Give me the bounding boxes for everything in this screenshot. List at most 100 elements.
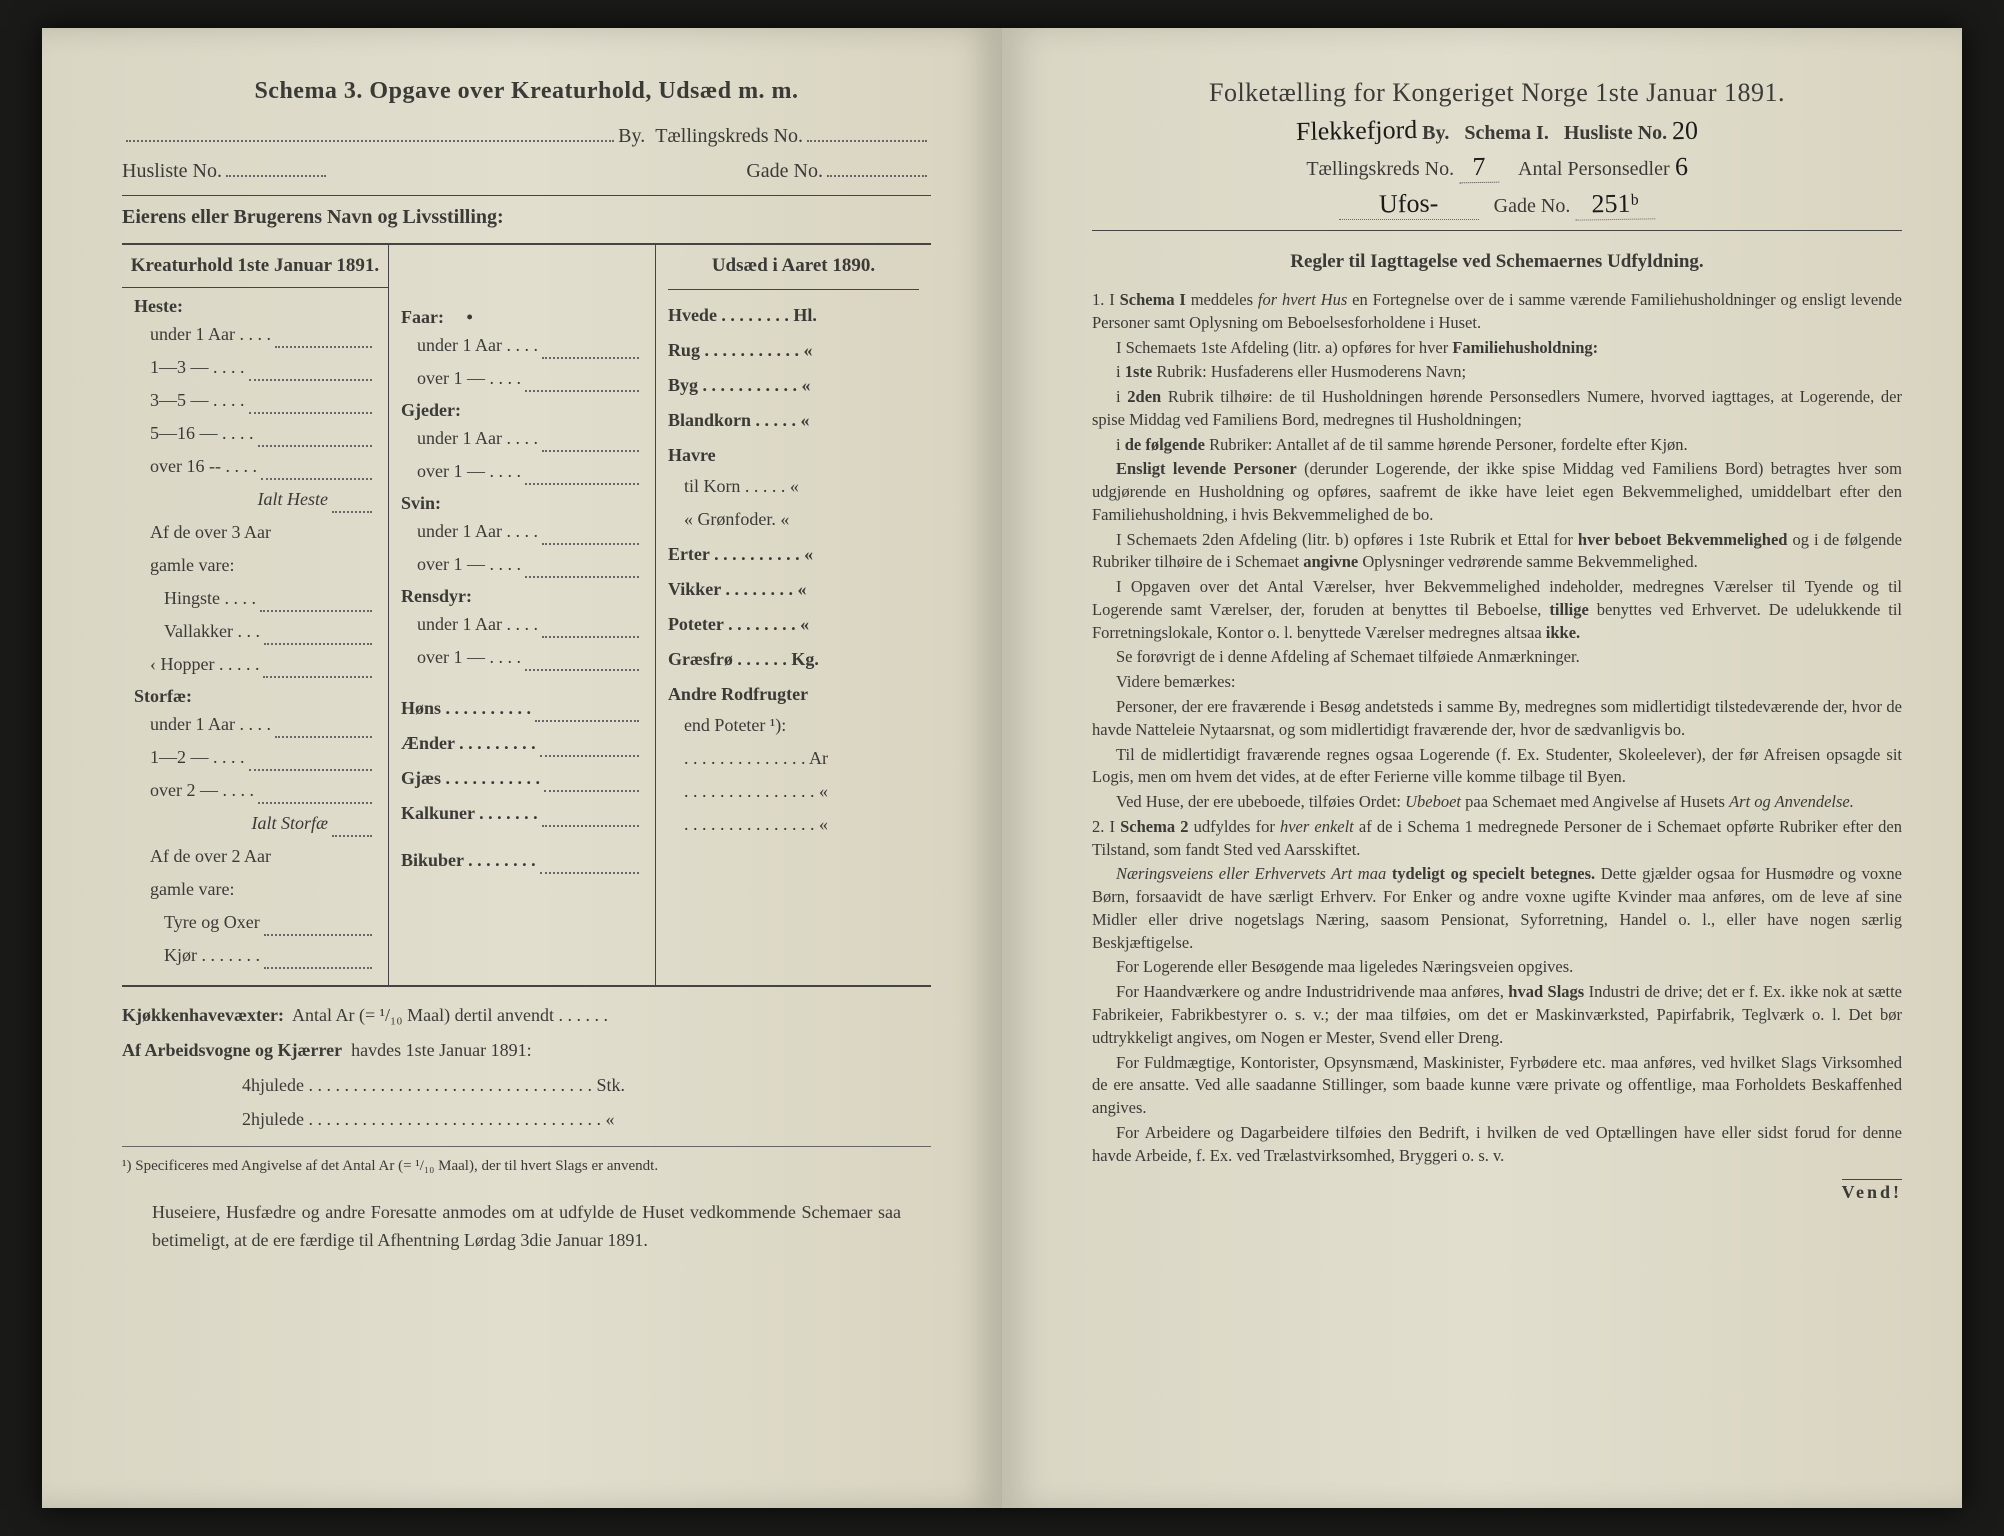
table-row: Kjør . . . . . . . bbox=[164, 942, 376, 969]
rule-paragraph: Næringsveiens eller Erhvervets Art maa t… bbox=[1092, 863, 1902, 954]
husliste-val: 20 bbox=[1672, 116, 1699, 146]
kjokken-line: Kjøkkenhavevæxter: Antal Ar (= ¹/₁₀ Maal… bbox=[122, 1001, 931, 1030]
arbeids-line: Af Arbeidsvogne og Kjærrer havdes 1ste J… bbox=[122, 1036, 931, 1065]
table-row: Ænder . . . . . . . . . bbox=[401, 730, 643, 757]
tk-val: 7 bbox=[1459, 152, 1500, 184]
vend-label: Vend! bbox=[1842, 1179, 1902, 1203]
person-val: 6 bbox=[1674, 152, 1688, 182]
gade-label-r: Gade No. bbox=[1494, 195, 1571, 217]
udsaed-head: Udsæd i Aaret 1890. bbox=[668, 255, 919, 290]
andre-head: Andre Rodfrugter bbox=[668, 681, 919, 708]
ialt-heste: Ialt Heste bbox=[134, 486, 376, 513]
schema-title: Schema 3. Opgave over Kreaturhold, Udsæd… bbox=[122, 78, 931, 105]
hjul2-line: 2hjulede . . . . . . . . . . . . . . . .… bbox=[122, 1105, 931, 1134]
table-row: Blandkorn . . . . . « bbox=[668, 407, 919, 434]
husliste-label: Husliste No. bbox=[122, 160, 222, 183]
rule-paragraph: I Schemaets 2den Afdeling (litr. b) opfø… bbox=[1092, 529, 1902, 575]
by-label-r: By. bbox=[1422, 122, 1449, 144]
over2-label: Af de over 2 Aar bbox=[134, 843, 376, 870]
husliste-label-r: Husliste No. bbox=[1564, 122, 1667, 144]
rule-paragraph: Til de midlertidigt fraværende regnes og… bbox=[1092, 744, 1902, 790]
by-label: By. bbox=[618, 125, 645, 148]
owner-label: Eierens eller Brugerens Navn og Livsstil… bbox=[122, 206, 931, 229]
table-row: Hvede . . . . . . . . Hl. bbox=[668, 302, 919, 329]
person-label: Antal Personsedler bbox=[1518, 158, 1670, 180]
table-row: « Grønfoder. « bbox=[684, 506, 919, 533]
table-row: over 1 — . . . . bbox=[417, 551, 643, 578]
table-row: Græsfrø . . . . . . Kg. bbox=[668, 646, 919, 673]
storfae-head: Storfæ: bbox=[134, 686, 376, 707]
table-row: Hingste . . . . bbox=[164, 585, 376, 612]
rule-paragraph: For Fuldmægtige, Kontorister, Opsynsmænd… bbox=[1092, 1052, 1902, 1120]
table-row: over 1 — . . . . bbox=[417, 644, 643, 671]
table-row: 3—5 — . . . . bbox=[150, 387, 376, 414]
havre-head: Havre bbox=[668, 442, 919, 469]
table-row: 5—16 — . . . . bbox=[150, 420, 376, 447]
table-row: . . . . . . . . . . . . . . Ar bbox=[668, 745, 919, 772]
gade-line: Ufos- Gade No. 251ᵇ bbox=[1092, 189, 1902, 220]
rule-paragraph: i 1ste Rubrik: Husfaderens eller Husmode… bbox=[1092, 361, 1902, 384]
table-row: over 1 — . . . . bbox=[417, 458, 643, 485]
faar-head: Faar: • bbox=[401, 307, 643, 328]
husliste-line: Husliste No. Gade No. bbox=[122, 160, 931, 183]
rule-paragraph: Se forøvrigt de i denne Afdeling af Sche… bbox=[1092, 646, 1902, 669]
ialt-storfae: Ialt Storfæ bbox=[134, 810, 376, 837]
by-handwritten: Flekkefjord bbox=[1296, 115, 1418, 147]
table-row: 1—2 — . . . . bbox=[150, 744, 376, 771]
table-row: . . . . . . . . . . . . . . . « bbox=[668, 778, 919, 805]
table-row: ‹ Hopper . . . . . bbox=[164, 651, 376, 678]
rule-paragraph: Videre bemærkes: bbox=[1092, 671, 1902, 694]
rensdyr-head: Rensdyr: bbox=[401, 586, 643, 607]
final-note: Huseiere, Husfædre og andre Foresatte an… bbox=[122, 1198, 931, 1256]
rule-paragraph: 2. I Schema 2 udfyldes for hver enkelt a… bbox=[1092, 816, 1902, 862]
table-row: under 1 Aar . . . . bbox=[417, 332, 643, 359]
table-row: under 1 Aar . . . . bbox=[417, 425, 643, 452]
hjul4-line: 4hjulede . . . . . . . . . . . . . . . .… bbox=[122, 1071, 931, 1100]
by-line: By. Tællingskreds No. bbox=[122, 125, 931, 148]
gade-val: 251ᵇ bbox=[1575, 188, 1656, 220]
table-row: Vikker . . . . . . . . « bbox=[668, 576, 919, 603]
table-row: Erter . . . . . . . . . . « bbox=[668, 541, 919, 568]
svin-head: Svin: bbox=[401, 493, 643, 514]
rule-paragraph: I Opgaven over det Antal Værelser, hver … bbox=[1092, 576, 1902, 644]
table-row: Høns . . . . . . . . . . bbox=[401, 695, 643, 722]
table-row: Tyre og Oxer bbox=[164, 909, 376, 936]
gamle-vare: gamle vare: bbox=[134, 552, 376, 579]
col-kreatur-2: Faar: • under 1 Aar . . . . over 1 — . .… bbox=[389, 245, 656, 985]
schema3-table: Kreaturhold 1ste Januar 1891. Heste: und… bbox=[122, 243, 931, 987]
by-schema-line: Flekkefjord By. Schema I. Husliste No. 2… bbox=[1092, 116, 1902, 146]
rule-paragraph: For Arbeidere og Dagarbeidere tilføies d… bbox=[1092, 1122, 1902, 1168]
rules-title: Regler til Iagttagelse ved Schemaernes U… bbox=[1092, 251, 1902, 273]
table-row: Gjæs . . . . . . . . . . . bbox=[401, 765, 643, 792]
rule-paragraph: For Haandværkere og andre Industridriven… bbox=[1092, 981, 1902, 1049]
col-udsaed: Udsæd i Aaret 1890. Hvede . . . . . . . … bbox=[656, 245, 931, 985]
kreatur-head: Kreaturhold 1ste Januar 1891. bbox=[122, 245, 388, 287]
table-row: 1—3 — . . . . bbox=[150, 354, 376, 381]
rule-paragraph: Ved Huse, der ere ubeboede, tilføies Ord… bbox=[1092, 791, 1902, 814]
gade-handwritten: Ufos- bbox=[1379, 188, 1439, 219]
table-row: over 16 -- . . . . bbox=[150, 453, 376, 480]
schema-label-r: Schema I. bbox=[1464, 122, 1548, 144]
table-row: Rug . . . . . . . . . . . « bbox=[668, 337, 919, 364]
table-row: Poteter . . . . . . . . « bbox=[668, 611, 919, 638]
gade-label: Gade No. bbox=[746, 160, 823, 183]
table-row: over 2 — . . . . bbox=[150, 777, 376, 804]
table-row: Vallakker . . . bbox=[164, 618, 376, 645]
col-kreatur-1: Kreaturhold 1ste Januar 1891. Heste: und… bbox=[122, 245, 389, 985]
table-row: Kalkuner . . . . . . . bbox=[401, 800, 643, 827]
right-page: Folketælling for Kongeriget Norge 1ste J… bbox=[1002, 28, 1962, 1508]
table-row: under 1 Aar . . . . bbox=[417, 611, 643, 638]
gamle-vare2: gamle vare: bbox=[134, 876, 376, 903]
rule-paragraph: For Logerende eller Besøgende maa ligele… bbox=[1092, 956, 1902, 979]
table-row: til Korn . . . . . « bbox=[684, 473, 919, 500]
census-title: Folketælling for Kongeriget Norge 1ste J… bbox=[1092, 78, 1902, 108]
rule-paragraph: 1. I Schema I meddeles for hvert Hus en … bbox=[1092, 289, 1902, 335]
table-row: under 1 Aar . . . . bbox=[150, 711, 376, 738]
rule-paragraph: i de følgende Rubriker: Antallet af de t… bbox=[1092, 434, 1902, 457]
rules-body: 1. I Schema I meddeles for hvert Hus en … bbox=[1092, 289, 1902, 1167]
rule-paragraph: i 2den Rubrik tilhøire: de til Husholdni… bbox=[1092, 386, 1902, 432]
footnote: ¹) Specificeres med Angivelse af det Ant… bbox=[122, 1146, 931, 1178]
table-row: under 1 Aar . . . . bbox=[150, 321, 376, 348]
gjeder-head: Gjeder: bbox=[401, 400, 643, 421]
tk-label-r: Tællingskreds No. bbox=[1306, 158, 1454, 180]
